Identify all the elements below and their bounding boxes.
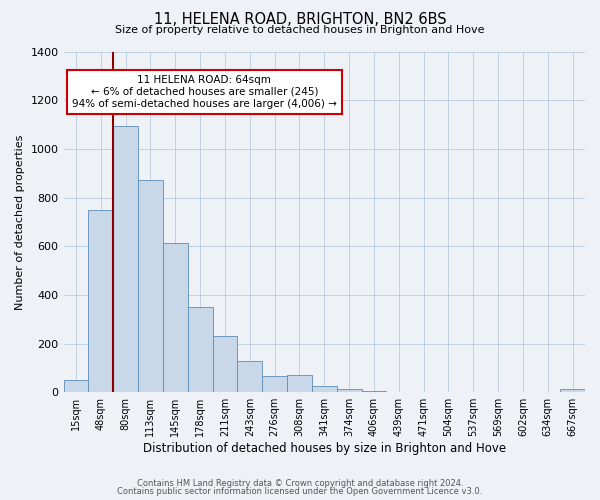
Bar (138, 180, 163, 392)
Text: Contains public sector information licensed under the Open Government Licence v3: Contains public sector information licen… (118, 487, 482, 496)
Text: Size of property relative to detached houses in Brighton and Hove: Size of property relative to detached ho… (115, 25, 485, 35)
Bar (64, 380, 88, 392)
Text: Contains HM Land Registry data © Crown copyright and database right 2024.: Contains HM Land Registry data © Crown c… (137, 478, 463, 488)
Bar (287, 375, 312, 392)
Bar (560, 388, 585, 392)
Bar (262, 376, 287, 392)
Bar (163, 242, 188, 392)
Bar (188, 307, 212, 392)
Bar (212, 336, 238, 392)
Text: 11, HELENA ROAD, BRIGHTON, BN2 6BS: 11, HELENA ROAD, BRIGHTON, BN2 6BS (154, 12, 446, 28)
Bar (113, 126, 138, 392)
Bar (312, 386, 337, 392)
Bar (337, 388, 362, 392)
X-axis label: Distribution of detached houses by size in Brighton and Hove: Distribution of detached houses by size … (143, 442, 506, 455)
Bar (88, 210, 113, 392)
Text: 11 HELENA ROAD: 64sqm
← 6% of detached houses are smaller (245)
94% of semi-deta: 11 HELENA ROAD: 64sqm ← 6% of detached h… (72, 76, 337, 108)
Bar (362, 391, 386, 392)
Bar (238, 360, 262, 392)
Y-axis label: Number of detached properties: Number of detached properties (15, 134, 25, 310)
